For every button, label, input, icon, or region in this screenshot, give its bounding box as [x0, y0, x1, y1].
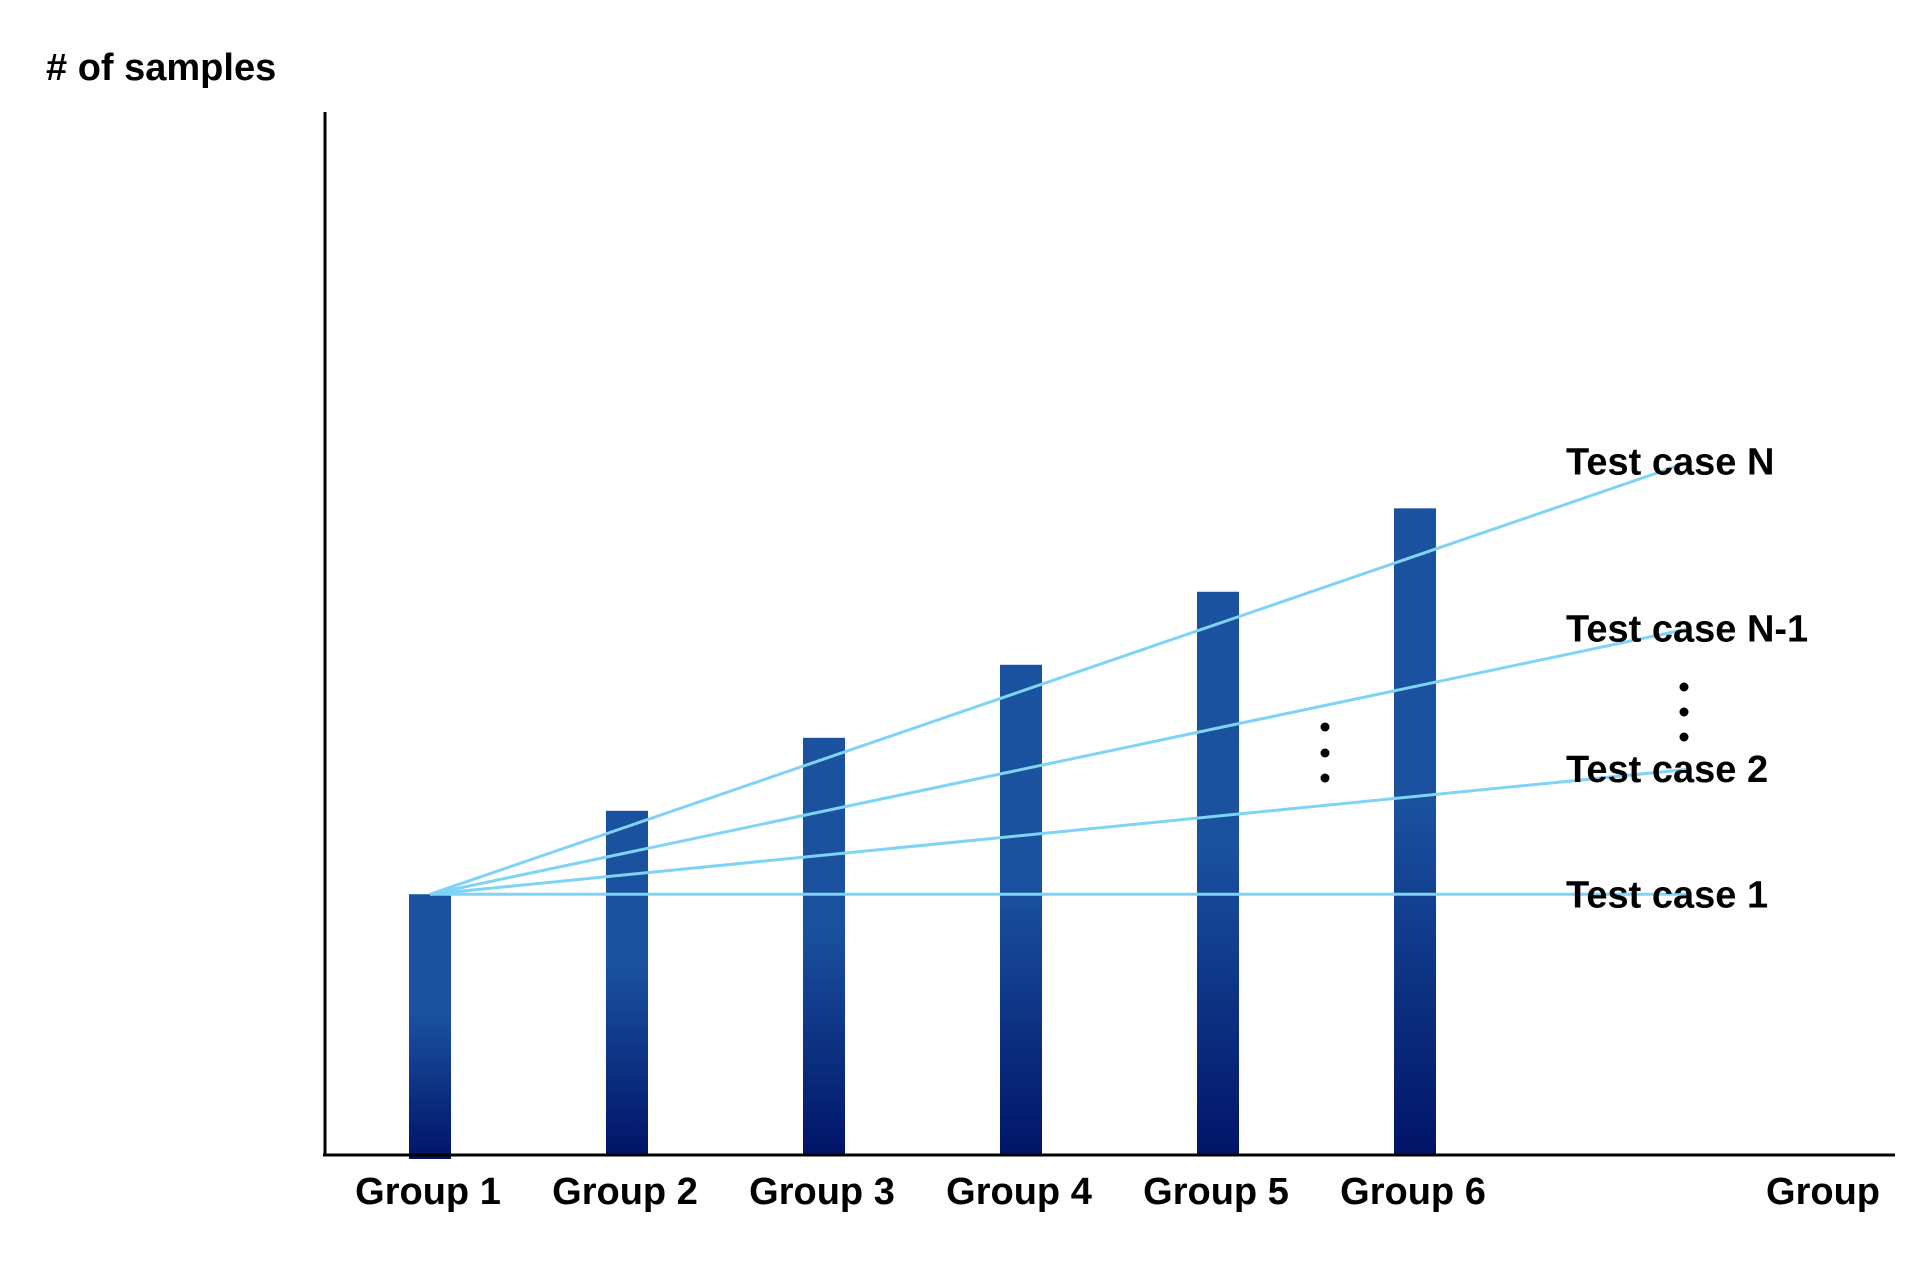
trend-line-test-case-2	[429, 767, 1691, 896]
bar-group-3	[803, 737, 845, 1155]
series-label: Test case 2	[1566, 749, 1768, 791]
x-tick-label: Group 1	[355, 1171, 501, 1213]
x-axis-label: Group	[1766, 1171, 1880, 1213]
x-tick-label: Group 2	[552, 1171, 698, 1213]
y-axis-label: # of samples	[46, 47, 276, 89]
bar-group-6	[1394, 508, 1436, 1156]
trend-lines-layer	[429, 459, 1692, 896]
bar-group-1	[409, 894, 451, 1159]
bar-group-2	[606, 810, 648, 1155]
x-tick-label: Group 5	[1143, 1171, 1289, 1213]
ellipsis-icon	[1320, 722, 1330, 783]
series-label: Test case N	[1566, 441, 1774, 483]
series-label: Test case N-1	[1566, 608, 1808, 650]
ellipsis-icon	[1679, 682, 1689, 742]
bar-group-4	[1000, 664, 1042, 1155]
x-tick-labels: Group 1 Group 2 Group 3 Group 4 Group 5 Group…	[355, 1171, 1486, 1213]
bar-group-5	[1197, 591, 1239, 1155]
x-tick-label: Group 3	[749, 1171, 895, 1213]
bars-layer	[409, 508, 1436, 1159]
trend-line-test-case-n-1	[429, 626, 1692, 896]
series-labels: Test case 1 Test case 2 Test case N-1 Test …	[1566, 441, 1808, 916]
x-tick-label: Group 4	[946, 1171, 1092, 1213]
series-label: Test case 1	[1566, 874, 1768, 916]
x-tick-label: Group 6	[1340, 1171, 1486, 1213]
trend-line-test-case-n	[429, 459, 1692, 896]
